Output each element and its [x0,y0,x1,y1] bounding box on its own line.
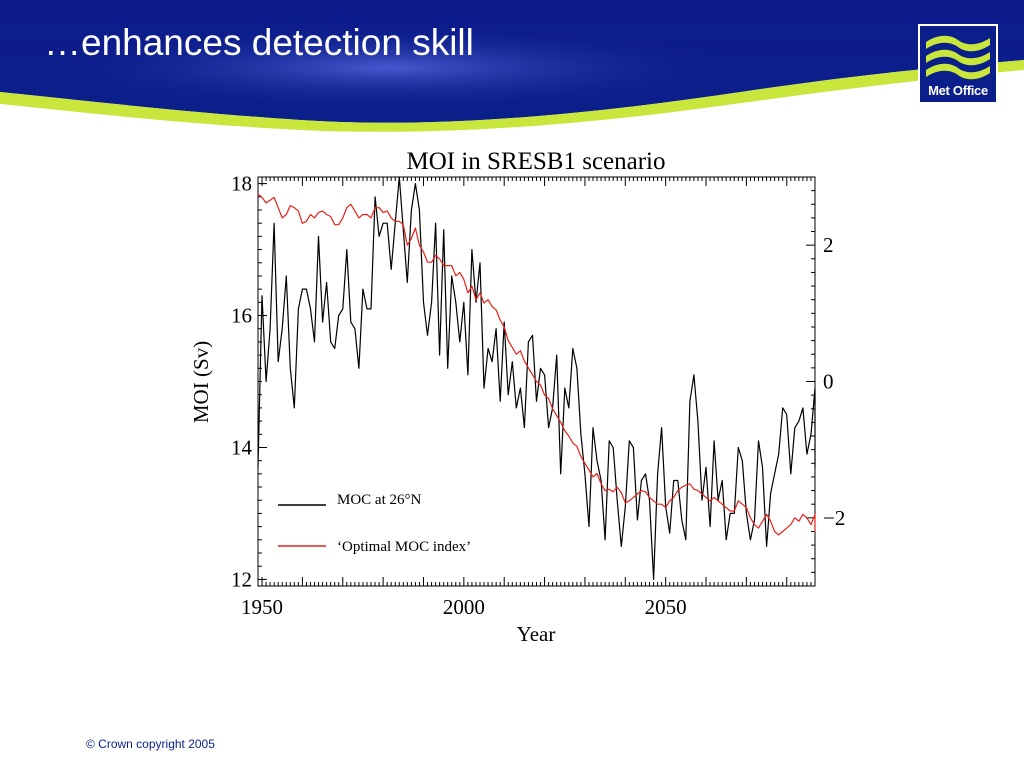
wave-icon [926,35,990,80]
y-tick-label: 18 [231,172,252,196]
axis-ticks [257,176,816,587]
legend: MOC at 26°N ‘Optimal MOC index’ [278,492,471,555]
chart-title: MOI in SRESB1 scenario [406,148,665,175]
series-line-optimal [257,193,816,536]
series-line-moc [257,176,816,580]
x-tick-label: 2050 [645,595,687,619]
header-banner [0,0,1024,135]
y2-tick-label: 0 [823,370,834,394]
legend-label-moc: MOC at 26°N [337,492,421,508]
x-tick-label: 1950 [241,595,283,619]
logo-label: Met Office [928,83,988,98]
copyright-footer: © Crown copyright 2005 [86,737,215,751]
slide-title: …enhances detection skill [44,22,474,63]
y2-tick-label: −2 [823,506,845,530]
x-axis-label: Year [517,622,556,646]
series-layer [257,176,816,580]
y-tick-label: 12 [231,567,252,591]
x-tick-label: 2000 [443,595,485,619]
moi-chart: MOI in SRESB1 scenario 1950 2000 2050 12 14 1… [189,148,845,646]
y-axis-label: MOI (Sv) [189,341,213,423]
met-office-logo: Met Office [918,24,998,104]
y-tick-label: 14 [231,435,253,459]
legend-label-optimal: ‘Optimal MOC index’ [337,539,471,555]
y-tick-label: 16 [231,304,252,328]
y2-tick-label: 2 [823,233,834,257]
